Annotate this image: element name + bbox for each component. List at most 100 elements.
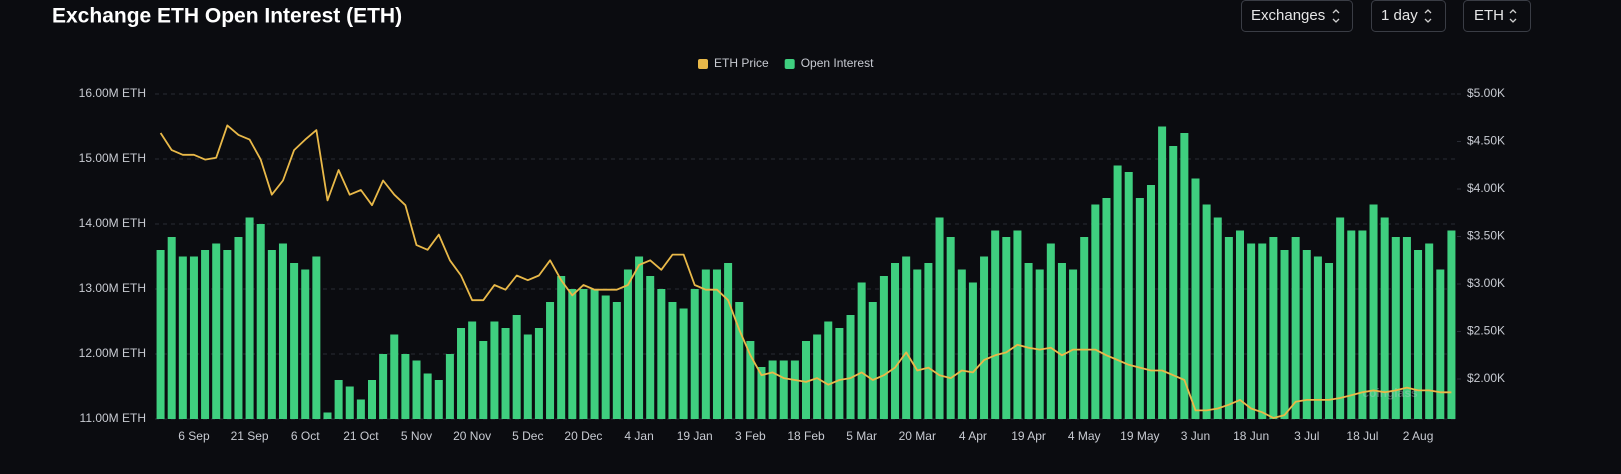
dropdown-box[interactable] <box>1463 0 1531 32</box>
chevron <box>1332 9 1340 23</box>
bar <box>1202 204 1211 419</box>
bar <box>935 217 944 419</box>
y-tick-label: 12.00M ETH <box>79 346 146 360</box>
x-tick-label: 19 Apr <box>1011 429 1046 443</box>
bar <box>1180 133 1189 419</box>
x-tick-label: 6 Oct <box>291 429 320 443</box>
bar <box>401 354 410 419</box>
bar <box>924 263 933 419</box>
legend-swatch <box>698 59 708 69</box>
x-tick-label: 21 Sep <box>231 429 269 443</box>
bar <box>746 341 755 419</box>
bar <box>679 308 688 419</box>
bar <box>1080 237 1089 419</box>
bar <box>356 399 365 419</box>
bar <box>1358 230 1367 419</box>
bar <box>290 263 299 419</box>
unit-dropdown[interactable]: ETH <box>1463 0 1531 32</box>
exchanges-dropdown[interactable]: Exchanges <box>1241 0 1353 32</box>
bar <box>579 289 588 419</box>
x-tick-label: 19 Jan <box>677 429 713 443</box>
dropdown-box[interactable] <box>1371 0 1446 32</box>
legend-swatch <box>784 59 795 69</box>
bar <box>1336 217 1345 419</box>
bar <box>390 334 399 419</box>
bar <box>1247 243 1256 419</box>
bar <box>790 360 799 419</box>
bar <box>234 237 243 419</box>
y-tick-label: 16.00M ETH <box>79 86 146 100</box>
bar <box>813 334 822 419</box>
x-tick-label: 19 May <box>1120 429 1159 443</box>
x-tick-label: 6 Sep <box>178 429 210 443</box>
bar <box>1002 237 1011 419</box>
dropdown-label[interactable]: Exchanges <box>1251 7 1325 24</box>
x-tick-label: 18 Jul <box>1346 429 1378 443</box>
bar <box>434 380 443 419</box>
bar <box>379 354 388 419</box>
bar <box>412 360 421 419</box>
bar <box>913 269 922 419</box>
chevron <box>1509 9 1517 23</box>
bar <box>423 373 432 419</box>
interval-dropdown[interactable]: 1 day <box>1371 0 1446 32</box>
x-tick-label: 4 Jan <box>624 429 653 443</box>
bar <box>512 315 521 419</box>
bar <box>612 302 621 419</box>
bar <box>946 237 955 419</box>
dropdown-label[interactable]: ETH <box>1474 7 1504 24</box>
bar <box>690 289 699 419</box>
bar <box>1224 237 1233 419</box>
x-tick-label: 18 Feb <box>787 429 825 443</box>
dropdown-box[interactable] <box>1241 0 1353 32</box>
dropdown-label[interactable]: 1 day <box>1381 7 1418 24</box>
bar <box>1325 263 1334 419</box>
page-title: Exchange ETH Open Interest (ETH) <box>52 5 402 28</box>
bar <box>623 269 632 419</box>
bar <box>334 380 343 419</box>
bar <box>1069 269 1078 419</box>
x-tick-label: 21 Oct <box>343 429 379 443</box>
y-tick-label: 15.00M ETH <box>79 151 146 165</box>
bar <box>1135 198 1144 419</box>
bar <box>1347 230 1356 419</box>
bar <box>1013 230 1022 419</box>
bar <box>1091 204 1100 419</box>
x-tick-label: 18 Jun <box>1233 429 1269 443</box>
bar <box>1124 172 1133 419</box>
bar <box>301 269 310 419</box>
x-tick-label: 3 Jun <box>1181 429 1210 443</box>
bar <box>590 289 599 419</box>
bar <box>1291 237 1300 419</box>
bar <box>201 250 210 419</box>
bar <box>1414 250 1423 419</box>
bar <box>668 302 677 419</box>
bar <box>1169 146 1178 419</box>
y-tick-label: 14.00M ETH <box>79 216 146 230</box>
bar <box>1402 237 1411 419</box>
bar <box>1425 243 1434 419</box>
y2-tick-label: $5.00K <box>1467 86 1505 100</box>
bar <box>824 321 833 419</box>
bar <box>267 250 276 419</box>
bar <box>445 354 454 419</box>
y2-tick-label: $3.00K <box>1467 276 1505 290</box>
bar <box>223 250 232 419</box>
bar <box>345 386 354 419</box>
bar <box>1146 185 1155 419</box>
bar <box>891 263 900 419</box>
bar <box>991 230 1000 419</box>
bar <box>1158 126 1167 419</box>
bar <box>1436 269 1445 419</box>
bar <box>1280 250 1289 419</box>
bar <box>245 217 254 419</box>
bar <box>846 315 855 419</box>
bar <box>1024 263 1033 419</box>
x-tick-label: 20 Nov <box>453 429 491 443</box>
bar <box>646 276 655 419</box>
x-tick-label: 2 Aug <box>1403 429 1434 443</box>
x-tick-label: 5 Dec <box>512 429 543 443</box>
y2-tick-label: $2.00K <box>1467 371 1505 385</box>
bar <box>1269 237 1278 419</box>
